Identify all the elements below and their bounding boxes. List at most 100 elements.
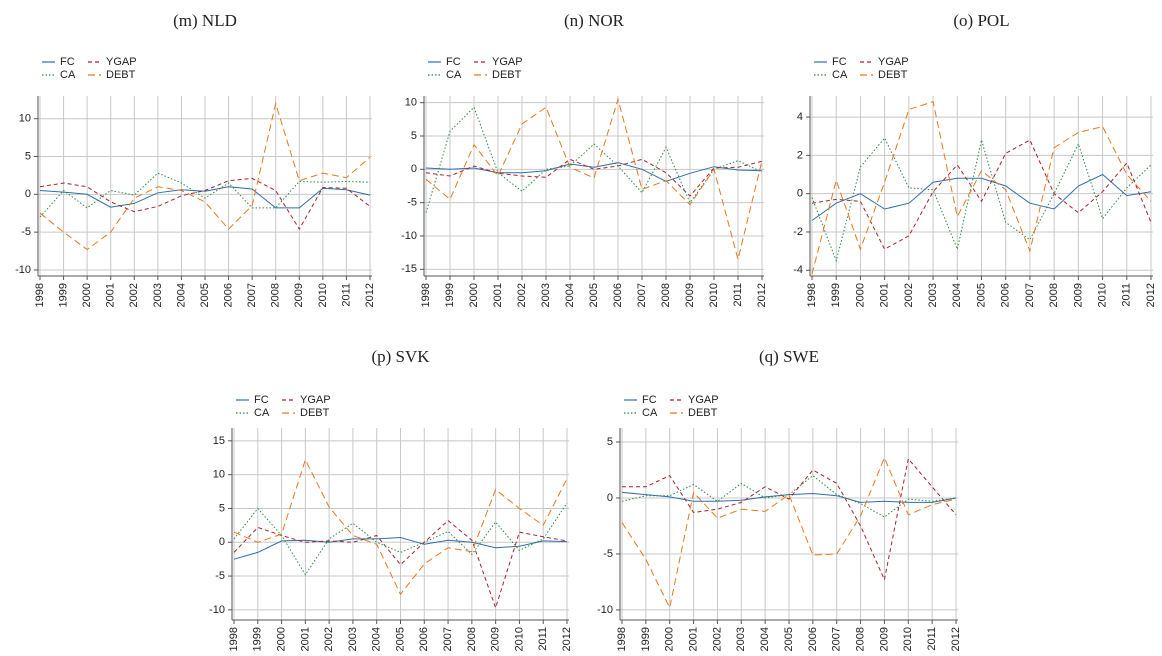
x-tick-label: 2004 (759, 627, 771, 651)
x-tick-label: 2010 (317, 283, 329, 307)
panel: (m) NLD -10 -5 0 5 10 1998 1999 2000 2001 2002 2003… (15, 11, 376, 308)
series-line (425, 158, 763, 197)
x-tick-label: 2007 (1024, 283, 1036, 307)
x-tick-label: 2008 (854, 627, 866, 651)
x-tick-label: 2011 (537, 627, 549, 651)
x-tick-label: 2012 (1145, 283, 1157, 307)
x-tick-label: 1999 (640, 627, 652, 651)
panel: (p) SVK -10 -5 0 5 10 15 1998 1999 2000 2001 2002 20… (209, 347, 573, 652)
y-tick-label: 0 (797, 188, 803, 200)
x-tick-label: 2002 (516, 283, 528, 307)
series-line (811, 173, 1152, 221)
x-tick-label: 2010 (902, 627, 914, 651)
legend-label: FC (60, 56, 75, 68)
x-tick-label: 1998 (420, 283, 432, 307)
x-tick-label: 2006 (418, 627, 430, 651)
x-tick-label: 2007 (636, 283, 648, 307)
legend-label: CA (642, 407, 658, 419)
x-tick-label: 2011 (926, 627, 938, 651)
x-tick-label: 2000 (468, 283, 480, 307)
x-tick-label: 2011 (732, 283, 744, 307)
y-tick-label: -10 (401, 230, 417, 242)
legend-label: FC (446, 56, 461, 68)
series-line (233, 536, 568, 560)
panel: (n) NOR -15 -10 -5 0 5 10 1998 1999 2000 2001 2002 2… (401, 11, 768, 308)
legend-label: YGAP (106, 56, 137, 68)
x-tick-label: 2010 (513, 627, 525, 651)
y-tick-label: -5 (215, 570, 225, 582)
series-line (425, 106, 763, 213)
x-tick-label: 2001 (105, 283, 117, 307)
legend-label: CA (60, 69, 76, 81)
y-tick-label: 10 (19, 113, 31, 125)
x-tick-label: 2012 (561, 627, 573, 651)
series-line (811, 139, 1152, 250)
series-line (425, 162, 763, 182)
x-tick-label: 1999 (444, 283, 456, 307)
panel: (o) POL -4 -2 0 2 4 1998 1999 2000 2001 2002 2003 20… (793, 11, 1157, 308)
panel-title: (p) SVK (371, 347, 430, 366)
x-tick-label: 2011 (340, 283, 352, 307)
series-line (39, 172, 371, 218)
y-tick-label: 4 (797, 111, 803, 123)
y-tick-label: 0 (411, 163, 417, 175)
x-tick-label: 2001 (492, 283, 504, 307)
x-tick-label: 2008 (466, 627, 478, 651)
legend-label: YGAP (300, 394, 331, 406)
x-tick-label: 2001 (879, 283, 891, 307)
y-tick-label: -10 (15, 264, 31, 276)
y-tick-label: 0 (607, 492, 613, 504)
y-tick-label: 5 (607, 436, 613, 448)
x-tick-label: 2006 (1000, 283, 1012, 307)
legend-label: FC (254, 394, 269, 406)
x-tick-label: 2005 (588, 283, 600, 307)
y-tick-label: 0 (219, 536, 225, 548)
y-tick-label: -5 (407, 197, 417, 209)
x-tick-label: 1999 (830, 283, 842, 307)
legend-label: DEBT (106, 69, 136, 81)
series-line (621, 456, 957, 610)
x-tick-label: 2000 (275, 627, 287, 651)
series-line (233, 519, 568, 610)
x-tick-label: 2002 (128, 283, 140, 307)
series-line (621, 474, 957, 518)
y-tick-label: 5 (219, 502, 225, 514)
x-tick-label: 2001 (299, 627, 311, 651)
panel-title: (n) NOR (564, 11, 625, 30)
x-tick-label: 2004 (951, 283, 963, 307)
x-tick-label: 1998 (228, 627, 240, 651)
x-tick-label: 1999 (57, 283, 69, 307)
x-tick-label: 2010 (1096, 283, 1108, 307)
x-tick-label: 2012 (756, 283, 768, 307)
y-tick-label: 10 (213, 469, 225, 481)
x-tick-label: 2008 (1048, 283, 1060, 307)
x-tick-label: 2012 (364, 283, 376, 307)
legend-label: DEBT (492, 69, 522, 81)
x-tick-label: 2002 (323, 627, 335, 651)
legend-label: DEBT (300, 407, 330, 419)
y-tick-label: -10 (597, 604, 613, 616)
legend-label: YGAP (492, 56, 523, 68)
legend-label: FC (642, 394, 657, 406)
panel: (q) SWE -10 -5 0 5 1998 1999 2000 2001 2002 2003 20… (597, 347, 962, 652)
x-tick-label: 1998 (616, 627, 628, 651)
x-tick-label: 2003 (927, 283, 939, 307)
series-line (39, 186, 371, 209)
x-tick-label: 2007 (246, 283, 258, 307)
x-tick-label: 2011 (1121, 283, 1133, 307)
x-tick-label: 2003 (347, 627, 359, 651)
series-line (622, 457, 957, 582)
x-tick-label: 2005 (975, 283, 987, 307)
x-tick-label: 2000 (664, 627, 676, 651)
y-tick-label: -5 (603, 548, 613, 560)
x-tick-label: 2000 (81, 283, 93, 307)
y-tick-label: 2 (797, 149, 803, 161)
x-tick-label: 2004 (371, 627, 383, 651)
x-tick-label: 2005 (783, 627, 795, 651)
y-tick-label: 5 (25, 150, 31, 162)
legend-label: CA (254, 407, 270, 419)
series-line (233, 458, 568, 596)
series-line (811, 101, 1152, 275)
legend-label: FC (832, 56, 847, 68)
